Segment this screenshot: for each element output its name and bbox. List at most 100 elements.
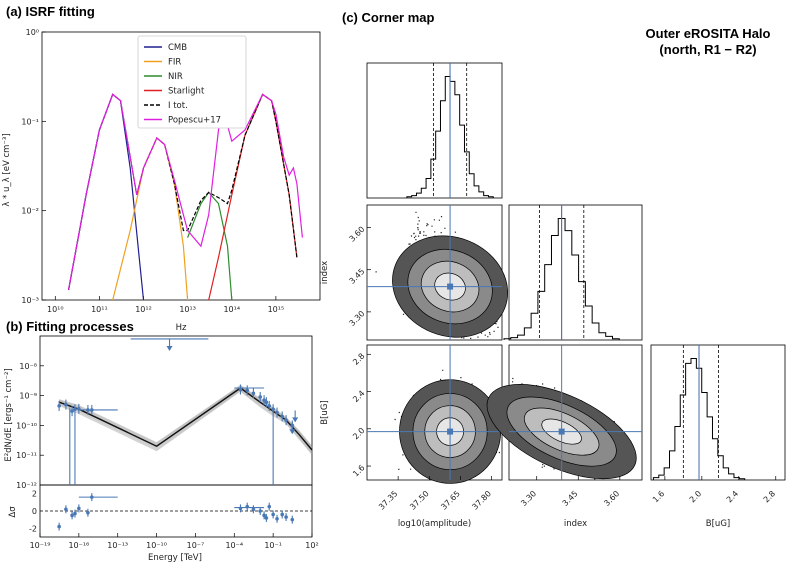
residual-point <box>70 513 74 518</box>
corner-xtick-label: 2.0 <box>688 489 703 504</box>
corner-subtitle-line2: (north, R1 − R2) <box>659 42 756 57</box>
residual-point <box>258 509 262 513</box>
residual-point <box>73 511 77 516</box>
corner-ylabel: index <box>320 261 330 284</box>
corner-xlabel: index <box>564 519 587 529</box>
residual-point <box>290 517 295 522</box>
fitting-ytick-label: 10⁻⁸ <box>19 362 37 371</box>
isrf-xtick-label: 10¹⁵ <box>268 305 285 314</box>
isrf-legend-label: NIR <box>168 72 183 82</box>
fitting-model-sample <box>58 388 313 453</box>
fitting-upper-limit-arrow <box>289 429 296 435</box>
panel-isrf: (a) ISRF fitting 10¹⁰ 10¹¹ 10¹² 10¹³ 10¹⁴ 10¹… <box>2 4 321 333</box>
fitting-model-sample <box>58 390 313 455</box>
fitting-model-sample <box>58 389 313 454</box>
residual-point <box>86 510 90 515</box>
residual-point <box>262 513 266 518</box>
residual-point <box>251 507 256 512</box>
isrf-ylabel: λ * u_λ [eV cm⁻³] <box>2 133 12 206</box>
corner-ytick-label: 2.0 <box>351 426 366 441</box>
fitting-data-point <box>251 391 256 396</box>
fitting-ytick-label: 10⁻⁹ <box>19 392 37 401</box>
residual-ytick-label: 0 <box>32 507 37 516</box>
isrf-ytick-label: 10⁰ <box>26 28 39 37</box>
fitting-data-point <box>284 418 288 422</box>
isrf-legend-label: Popescu+17 <box>168 116 221 126</box>
corner-xtick-label: 3.45 <box>561 489 580 508</box>
fitting-ytick-label: 10⁻¹¹ <box>16 451 37 460</box>
corner-ylabel: B[uG] <box>320 400 330 424</box>
residual-point <box>271 512 275 517</box>
fitting-xtick-label: 10⁻¹⁰ <box>146 541 167 550</box>
corner-ytick-label: 3.30 <box>348 309 367 328</box>
fitting-ylabel: E²dN/dE [ergs⁻¹ cm⁻²] <box>4 368 14 461</box>
residual-point <box>280 512 284 517</box>
corner-hist-frame <box>366 62 503 199</box>
fitting-ytick-label: 10⁻¹⁰ <box>16 421 37 430</box>
isrf-series-popescu-17 <box>68 93 303 290</box>
corner-ytick-label: 3.45 <box>348 267 367 286</box>
isrf-legend-label: Starlight <box>168 87 205 97</box>
corner-xtick-label: 37.50 <box>408 489 431 512</box>
fitting-data-point <box>267 404 272 408</box>
corner-xtick-label: 37.65 <box>439 489 462 512</box>
corner-xlabel: B[uG] <box>706 519 730 529</box>
fitting-data-point <box>258 395 262 399</box>
isrf-legend-label: CMB <box>168 43 187 53</box>
fitting-data-point <box>73 407 77 411</box>
corner-truth-marker <box>447 283 454 290</box>
isrf-legend-box <box>137 35 247 129</box>
corner-xtick-label: 2.4 <box>725 489 740 504</box>
fitting-title: (b) Fitting processes <box>6 319 134 334</box>
fitting-xtick-label: 10⁻⁷ <box>187 541 205 550</box>
isrf-xlabel: Hz <box>176 323 187 333</box>
fitting-xtick-label: 10⁻¹ <box>264 541 282 550</box>
isrf-title: (a) ISRF fitting <box>6 4 95 19</box>
fitting-data-point <box>275 410 279 415</box>
corner-ytick-label: 3.60 <box>348 225 367 244</box>
fitting-data-point <box>64 402 68 407</box>
fitting-data-point <box>245 388 250 393</box>
fitting-xlabel: Energy [TeV] <box>148 553 202 563</box>
residual-ylabel: Δσ <box>8 506 18 518</box>
isrf-legend: CMB FIR NIR Starlight I tot. Popescu+17 <box>137 35 247 129</box>
fitting-plot-area: 10⁻¹⁹ 10⁻¹⁶ 10⁻¹³ 10⁻¹⁰ 10⁻⁷ 10⁻⁴ 10⁻¹ 10² 10⁻⁸ 1… <box>16 335 319 550</box>
corner-subtitle-line1: Outer eROSITA Halo <box>646 26 771 41</box>
fitting-xtick-label: 10⁻¹⁹ <box>30 541 51 550</box>
isrf-ytick-label: 10⁻¹ <box>21 117 39 126</box>
fitting-ytick-label: 10⁻¹² <box>16 481 37 490</box>
panel-fitting: (b) Fitting processes 10⁻¹⁹ 10⁻¹⁶ 10⁻¹³ 10⁻… <box>4 319 319 563</box>
residual-point <box>284 515 288 519</box>
corner-xtick-label: 2.8 <box>762 489 777 504</box>
fitting-upper-limit-arrow <box>166 345 173 351</box>
isrf-legend-label: FIR <box>168 58 181 68</box>
isrf-frame <box>41 31 321 301</box>
corner-title: (c) Corner map <box>342 10 435 25</box>
fitting-data-point <box>264 400 269 405</box>
fitting-data-point <box>57 404 61 408</box>
corner-xtick-label: 37.35 <box>377 489 400 512</box>
residual-point <box>267 504 272 509</box>
residual-ytick-label: 2 <box>32 490 37 499</box>
fitting-data-point <box>238 387 243 392</box>
isrf-plot-area: 10¹⁰ 10¹¹ 10¹² 10¹³ 10¹⁴ 10¹⁵ 10⁰ 10⁻¹ 10⁻² 10⁻³ <box>21 28 321 314</box>
isrf-series-cmb <box>68 93 145 301</box>
corner-ytick-label: 2.4 <box>351 389 366 404</box>
isrf-ytick-label: 10⁻³ <box>21 296 39 305</box>
isrf-xtick-label: 10¹¹ <box>91 305 108 314</box>
fitting-data-point <box>70 409 74 413</box>
fitting-xtick-label: 10² <box>305 541 318 550</box>
residual-ytick-label: -2 <box>29 524 37 533</box>
fitting-data-point <box>280 414 284 419</box>
corner-hist-frame <box>650 344 786 481</box>
fitting-xtick-label: 10⁻¹⁶ <box>68 541 89 550</box>
isrf-ytick-label: 10⁻² <box>21 207 39 216</box>
isrf-xtick-label: 10¹² <box>135 305 152 314</box>
corner-ytick-label: 2.8 <box>351 351 366 366</box>
isrf-xtick-label: 10¹⁴ <box>223 305 240 314</box>
isrf-series-fir <box>112 137 189 301</box>
corner-plot-area: 37.35 37.50 37.65 37.80 log10(amplitude) 3.30… <box>320 62 786 529</box>
isrf-series-nir <box>187 191 233 301</box>
corner-xtick-label: 3.60 <box>602 489 621 508</box>
fitting-xtick-label: 10⁻⁴ <box>225 541 243 550</box>
